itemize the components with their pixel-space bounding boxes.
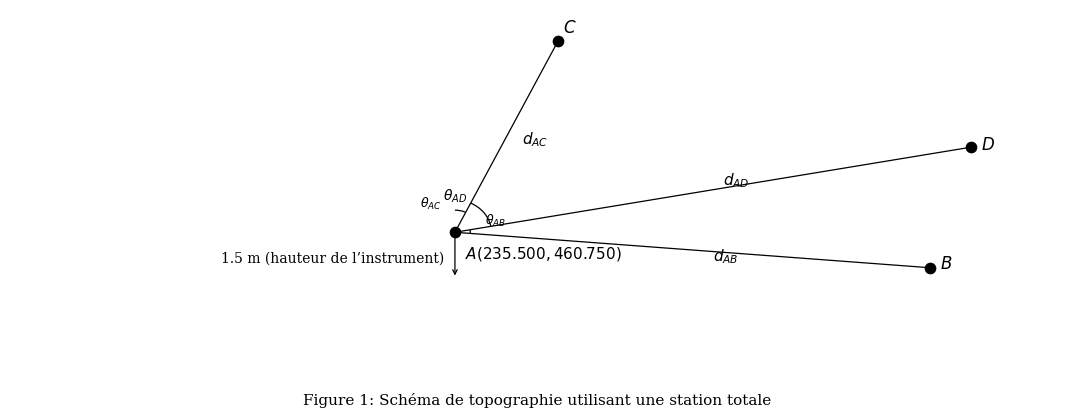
Text: $\theta_{AB}$: $\theta_{AB}$	[485, 213, 506, 229]
Point	[921, 264, 938, 271]
Text: 1.5 m (hauteur de l’instrument): 1.5 m (hauteur de l’instrument)	[221, 252, 445, 266]
Text: $D$: $D$	[981, 137, 995, 154]
Text: $d_{AB}$: $d_{AB}$	[713, 248, 739, 266]
Text: $A(235.500, 460.750)$: $A(235.500, 460.750)$	[465, 245, 621, 263]
Point	[962, 144, 979, 151]
Text: $B$: $B$	[940, 256, 952, 273]
Text: $C$: $C$	[563, 20, 577, 37]
Text: Figure 1: Schéma de topographie utilisant une station totale: Figure 1: Schéma de topographie utilisan…	[303, 393, 772, 408]
Point	[549, 38, 567, 44]
Text: $d_{AD}$: $d_{AD}$	[723, 171, 750, 190]
Text: $\theta_{AD}$: $\theta_{AD}$	[443, 187, 468, 205]
Point	[446, 229, 463, 236]
Text: $\theta_{AC}$: $\theta_{AC}$	[420, 196, 442, 212]
Text: $d_{AC}$: $d_{AC}$	[522, 131, 548, 149]
